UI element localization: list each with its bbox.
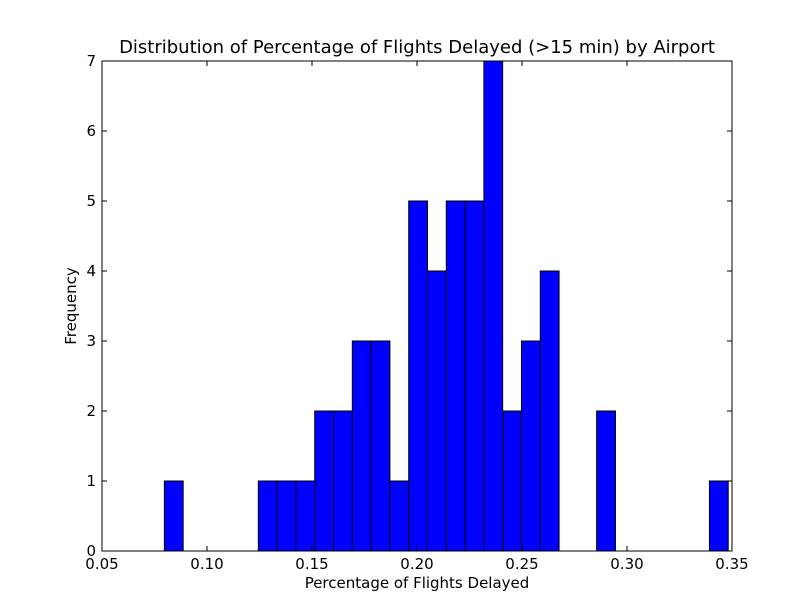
histogram-bar: [333, 410, 353, 552]
x-tick-label: 0.30: [610, 555, 643, 573]
bars-group: [163, 60, 729, 552]
x-axis-ticks: 0.05 0.10 0.15 0.20 0.25 0.30 0.35: [85, 61, 749, 573]
y-axis-ticks: 0 1 2 3 4 5 6 7: [86, 52, 732, 560]
y-tick-label: 2: [86, 402, 96, 420]
histogram-bar: [370, 340, 391, 552]
histogram-bar: [596, 410, 616, 552]
histogram-bar: [427, 270, 447, 552]
histogram-bar: [539, 270, 560, 552]
histogram-bar: [708, 480, 729, 552]
histogram-bar: [295, 480, 316, 552]
y-tick-label: 4: [86, 262, 96, 280]
y-tick-label: 1: [86, 472, 96, 490]
histogram-bar: [464, 200, 485, 552]
y-tick-label: 7: [86, 52, 96, 70]
x-tick-label: 0.05: [85, 555, 118, 573]
x-tick-label: 0.20: [400, 555, 433, 573]
x-tick-label: 0.35: [715, 555, 748, 573]
chart-title: Distribution of Percentage of Flights De…: [119, 37, 715, 58]
histogram-bar: [483, 60, 504, 552]
histogram-bar: [520, 340, 541, 552]
y-tick-label: 3: [86, 332, 96, 350]
x-axis-label: Percentage of Flights Delayed: [305, 574, 530, 592]
histogram-bar: [408, 200, 428, 552]
histogram-bar: [314, 410, 335, 552]
y-tick-label: 6: [86, 122, 96, 140]
y-tick-label: 5: [86, 192, 96, 210]
y-axis-label: Frequency: [62, 267, 80, 345]
histogram-bar: [502, 410, 522, 552]
x-tick-label: 0.15: [295, 555, 328, 573]
histogram-bar: [445, 200, 466, 552]
x-tick-label: 0.10: [190, 555, 223, 573]
histogram-bar: [389, 480, 410, 552]
histogram-bar: [351, 340, 372, 552]
histogram-bar: [276, 480, 297, 552]
histogram-bar: [257, 480, 278, 552]
y-tick-label: 0: [86, 542, 96, 560]
x-tick-label: 0.25: [505, 555, 538, 573]
histogram-bar: [163, 480, 184, 552]
